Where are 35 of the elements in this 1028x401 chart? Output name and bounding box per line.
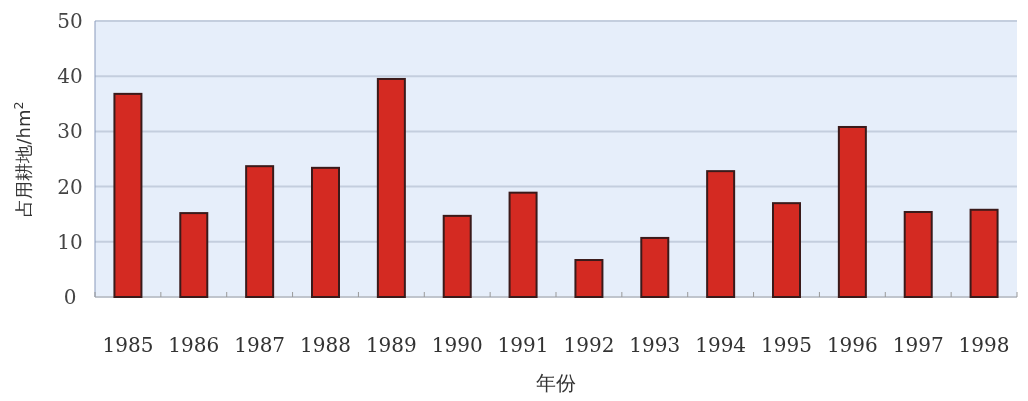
- bar: [245, 165, 275, 298]
- bar: [508, 191, 538, 298]
- bar: [376, 77, 406, 298]
- x-tick-label: 1993: [629, 333, 681, 357]
- y-tick-label: 20: [57, 174, 83, 199]
- x-tick-label: 1985: [102, 333, 154, 357]
- x-tick-label: 1987: [234, 333, 286, 357]
- bar: [179, 212, 209, 298]
- bar: [706, 170, 736, 298]
- bar: [311, 166, 340, 298]
- bar: [113, 92, 143, 298]
- y-tick-label: 40: [57, 64, 83, 89]
- bar: [640, 236, 670, 298]
- y-tick-label: 50: [57, 9, 83, 33]
- y-tick-label: 10: [57, 229, 83, 254]
- bar: [969, 208, 999, 298]
- x-tick-label: 1989: [365, 333, 417, 357]
- bar: [837, 125, 867, 298]
- x-tick-label: 1988: [300, 333, 351, 357]
- x-tick-label: 1991: [497, 333, 549, 357]
- bar: [574, 259, 604, 298]
- bar: [903, 210, 933, 298]
- x-tick-label: 1994: [695, 333, 747, 357]
- x-tick-label: 1996: [826, 333, 878, 357]
- bar: [772, 202, 801, 298]
- y-tick-label: 30: [57, 119, 83, 144]
- y-tick-label: 0: [63, 285, 77, 309]
- x-axis-title: 年份: [536, 371, 576, 395]
- x-tick-label: 1995: [761, 333, 812, 357]
- x-tick-label: 1986: [168, 333, 220, 357]
- bar: [442, 214, 472, 298]
- x-tick-label: 1992: [563, 333, 615, 357]
- x-tick-label: 1998: [958, 333, 1010, 357]
- x-tick-label: 1990: [431, 333, 483, 357]
- x-tick-label: 1997: [892, 333, 944, 357]
